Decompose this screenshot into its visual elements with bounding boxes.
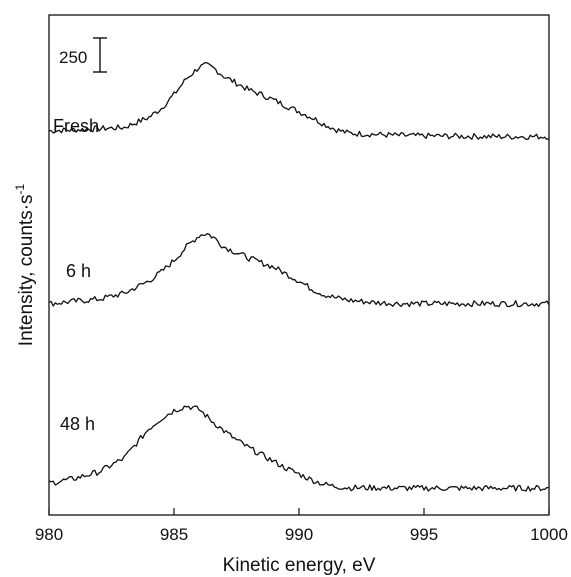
y-axis-label-main: Intensity, counts·s [16,194,37,346]
x-tick-label-985: 985 [160,525,188,544]
series-label-fresh: Fresh [53,116,99,136]
y-axis-label: Intensity, counts·s-1 [13,183,37,346]
series-labels: Fresh 6 h 48 h [53,116,99,434]
series-line-6-h [48,232,550,308]
plot-frame [48,14,550,516]
series-label-6-h: 6 h [66,261,91,281]
x-tick-label-995: 995 [410,525,438,544]
scale-bar: 250 [59,37,107,73]
series-label-48-h: 48 h [60,414,95,434]
x-tick-label-990: 990 [285,525,313,544]
x-tick-label-980: 980 [35,525,63,544]
series-line-48-h [48,405,550,492]
x-tick-label-1000: 1000 [530,525,568,544]
x-axis-ticks [48,508,550,515]
series-line-fresh [48,61,550,141]
x-axis-label: Kinetic energy, eV [223,555,376,576]
scale-bar-label: 250 [59,48,87,67]
y-axis-label-superscript: -1 [13,183,27,194]
x-axis-tick-labels: 980 985 990 995 1000 [35,525,568,544]
series-layer [48,61,550,492]
